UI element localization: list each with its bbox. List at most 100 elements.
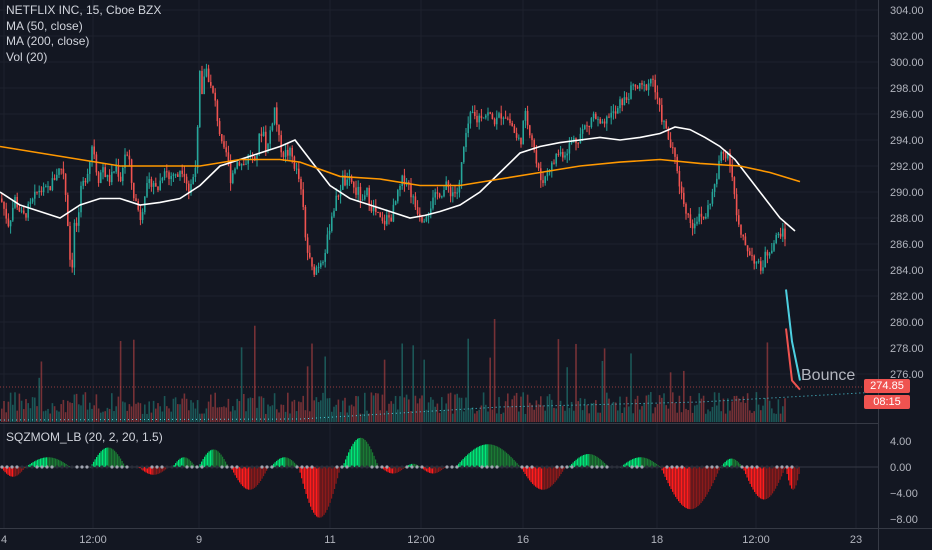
volume-bar	[361, 413, 364, 422]
momentum-bar	[282, 457, 284, 467]
volume-bar	[60, 404, 62, 422]
volume-bar	[546, 396, 549, 422]
volume-bar	[267, 404, 269, 422]
legend-ma50[interactable]: MA (50, close)	[6, 18, 83, 33]
momentum-tick-label: −4.00	[890, 488, 918, 500]
candle-body	[603, 121, 606, 124]
volume-bar	[647, 394, 650, 422]
candle-body	[236, 162, 238, 169]
volume-bar	[207, 401, 210, 422]
momentum-bar	[34, 461, 36, 467]
candle-body	[480, 115, 483, 119]
volume-bar	[240, 347, 243, 422]
momentum-bar	[364, 439, 366, 467]
squeeze-dot	[435, 465, 439, 469]
momentum-bar	[395, 467, 397, 474]
momentum-bar	[59, 460, 61, 467]
price-tick-label: 304.00	[890, 5, 924, 17]
volume-bar	[696, 404, 698, 422]
candle-body	[496, 117, 498, 125]
volume-bar	[357, 396, 359, 422]
momentum-bar	[338, 467, 340, 473]
candle-body	[678, 171, 681, 187]
legend-ma200[interactable]: MA (200, close)	[6, 34, 90, 48]
indicator-legend[interactable]: SQZMOM_LB (20, 2, 20, 1.5)	[6, 430, 163, 444]
volume-bar	[753, 411, 755, 422]
candle-body	[3, 201, 5, 209]
candle-body	[667, 128, 670, 140]
candle-body	[614, 111, 617, 114]
momentum-bar	[688, 467, 690, 510]
candle-body	[196, 126, 199, 168]
momentum-bar	[593, 455, 595, 467]
momentum-bar	[182, 457, 184, 467]
volume-bar	[482, 392, 485, 422]
momentum-bar	[220, 454, 222, 467]
squeeze-dot	[120, 465, 124, 469]
volume-bar	[443, 410, 445, 422]
squeeze-dot	[620, 465, 624, 469]
squeeze-dot	[355, 465, 359, 469]
volume-bar	[531, 404, 533, 422]
momentum-bar	[50, 457, 52, 467]
momentum-bar	[664, 467, 666, 477]
momentum-bar	[392, 467, 394, 474]
time-axis: 4 12:00 9 11 12:00 16 18 12:00 23	[1, 534, 862, 546]
squeeze-dot	[140, 465, 144, 469]
candle-body	[403, 175, 406, 185]
candle-body	[419, 213, 421, 217]
candle-body	[434, 192, 436, 198]
candle-body	[474, 112, 476, 116]
squeeze-dot	[300, 465, 304, 469]
candle-body	[744, 236, 747, 246]
volume-bar	[643, 403, 645, 422]
momentum-bar	[547, 467, 549, 489]
squeeze-dot	[95, 465, 99, 469]
squeeze-dot	[240, 465, 244, 469]
volume-bar	[760, 410, 762, 422]
candle-body	[40, 190, 43, 193]
momentum-bar	[294, 462, 296, 467]
volume-bar	[584, 398, 586, 422]
momentum-bar	[32, 462, 34, 467]
momentum-bar	[114, 450, 116, 467]
volume-bar	[480, 405, 483, 422]
momentum-bar	[580, 456, 582, 467]
squeeze-dot	[520, 465, 524, 469]
volume-bar	[507, 393, 509, 422]
momentum-bar	[510, 456, 512, 467]
volume-bar	[518, 411, 520, 422]
volume-bar	[614, 402, 617, 422]
momentum-bar	[669, 467, 671, 487]
candle-body	[75, 222, 78, 226]
candle-body	[775, 234, 777, 244]
candle-body	[124, 154, 126, 168]
squeeze-dot	[525, 465, 529, 469]
candle-body	[755, 261, 758, 264]
momentum-bar	[535, 467, 537, 487]
volume-bar	[412, 345, 414, 422]
momentum-bar	[58, 459, 60, 467]
legend-symbol[interactable]: NETFLIX INC, 15, Cboe BZX	[6, 3, 162, 17]
momentum-bar	[37, 459, 39, 467]
squeeze-dot	[195, 465, 199, 469]
candle-body	[485, 115, 487, 118]
squeeze-dot	[445, 465, 449, 469]
squeeze-dot	[165, 465, 169, 469]
candle-body	[100, 172, 102, 183]
legend-volume[interactable]: Vol (20)	[6, 49, 48, 64]
momentum-bar	[492, 444, 494, 467]
volume-bar	[225, 407, 227, 422]
candle-body	[377, 212, 379, 214]
momentum-bar	[590, 454, 592, 467]
volume-bar	[166, 406, 168, 422]
squeeze-dot	[190, 465, 194, 469]
momentum-tick-label: −8.00	[890, 514, 918, 526]
momentum-bar	[733, 459, 735, 467]
momentum-bar	[389, 467, 391, 473]
momentum-bar	[31, 463, 33, 467]
squeeze-dot	[55, 465, 59, 469]
candle-body	[546, 172, 549, 177]
squeeze-dot	[245, 465, 249, 469]
